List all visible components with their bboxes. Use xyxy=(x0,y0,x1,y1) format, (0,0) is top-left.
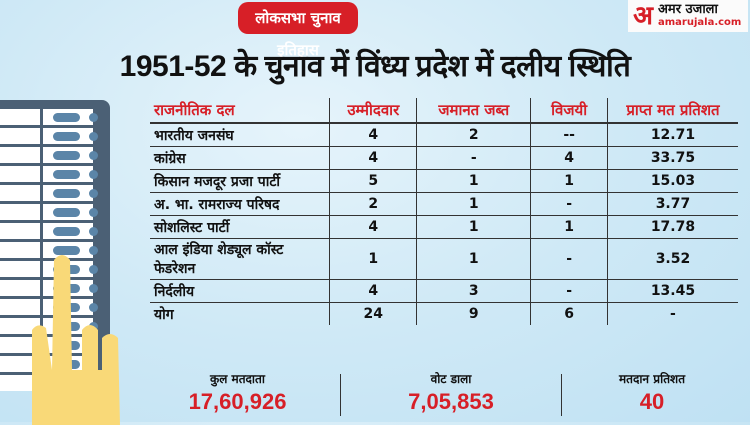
value-cell: - xyxy=(416,146,531,170)
col-candidates: उम्मीदवार xyxy=(329,98,417,124)
party-name-cell: सोशलिस्ट पार्टी xyxy=(150,215,330,239)
value-cell: 9 xyxy=(416,302,531,325)
value-cell: 4 xyxy=(329,279,417,303)
value-cell: 3 xyxy=(416,279,531,303)
table-row: भारतीय जनसंघ 4 2 -- 12.71 xyxy=(150,123,738,147)
party-name-cell: अ. भा. रामराज्य परिषद xyxy=(150,192,330,216)
summary-votes-cast: वोट डाला 7,05,853 xyxy=(408,372,494,414)
value-cell: 3.52 xyxy=(606,238,738,280)
value-cell: - xyxy=(530,192,608,216)
value-cell: 1 xyxy=(416,192,531,216)
value-cell: 4 xyxy=(329,215,417,239)
amarujala-logo: अ अमर उजाला amarujala.com xyxy=(628,0,748,32)
party-name-cell: किसान मजदूर प्रजा पार्टी xyxy=(150,169,330,193)
value-cell: 2 xyxy=(416,123,531,147)
value-cell: - xyxy=(606,302,738,325)
value-cell: 5 xyxy=(329,169,417,193)
value-cell: 24 xyxy=(329,302,417,325)
logo-hindi: अमर उजाला xyxy=(658,2,718,17)
value-cell: 4 xyxy=(530,146,608,170)
summary-total-voters: कुल मतदाता 17,60,926 xyxy=(188,372,287,414)
value-cell: -- xyxy=(530,123,608,147)
table-row: कांग्रेस 4-4 33.75 xyxy=(150,146,738,170)
value-cell: 6 xyxy=(530,302,608,325)
section-banner: लोकसभा चुनाव इतिहास xyxy=(238,2,358,59)
party-name-cell: कांग्रेस xyxy=(150,146,330,170)
table-row: किसान मजदूर प्रजा पार्टी 5 1 1 15.03 xyxy=(150,169,738,193)
value-cell: 1 xyxy=(416,215,531,239)
value-cell: 17.78 xyxy=(606,215,738,239)
value-cell: 3.77 xyxy=(606,192,738,216)
value-cell: 1 xyxy=(416,169,531,193)
divider xyxy=(561,374,562,416)
party-name-cell: आल इंडिया शेड्यूल कॉस्ट फेडरेशन xyxy=(150,238,330,280)
table-row: योग 24 9 6- xyxy=(150,302,738,325)
divider xyxy=(340,374,341,416)
party-name-cell: निर्दलीय xyxy=(150,279,330,303)
col-deposit-forfeited: जमानत जब्त xyxy=(416,98,531,124)
value-cell: 1 xyxy=(530,169,608,193)
value-cell: 15.03 xyxy=(606,169,738,193)
logo-english: amarujala.com xyxy=(658,17,742,28)
pointing-hand-icon xyxy=(32,255,120,425)
party-name-cell: योग xyxy=(154,306,174,323)
col-winners: विजयी xyxy=(530,98,608,124)
table-row: निर्दलीय 4 3-13.45 xyxy=(150,279,738,303)
table-row: आल इंडिया शेड्यूल कॉस्ट फेडरेशन 1 1-3.52 xyxy=(150,238,738,280)
value-cell: 2 xyxy=(329,192,417,216)
value-cell: 12.71 xyxy=(606,123,738,147)
col-vote-percent: प्राप्त मत प्रतिशत xyxy=(606,98,738,124)
logo-mark: अ xyxy=(633,1,653,31)
value-cell: 13.45 xyxy=(606,279,738,303)
table-row: अ. भा. रामराज्य परिषद 2 1-3.77 xyxy=(150,192,738,216)
table-row: सोशलिस्ट पार्टी 4 1 1 17.78 xyxy=(150,215,738,239)
value-cell: 33.75 xyxy=(606,146,738,170)
turnout-summary: कुल मतदाता 17,60,926 वोट डाला 7,05,853 म… xyxy=(150,370,750,422)
value-cell: 1 xyxy=(329,238,417,280)
value-cell: - xyxy=(530,279,608,303)
party-name-cell: भारतीय जनसंघ xyxy=(150,123,330,147)
value-cell: 4 xyxy=(329,146,417,170)
table-header-row: राजनीतिक दल उम्मीदवार जमानत जब्त विजयी प… xyxy=(150,98,738,124)
value-cell: 1 xyxy=(416,238,531,280)
value-cell: 1 xyxy=(530,215,608,239)
page-title: 1951-52 के चुनाव में विंध्य प्रदेश में द… xyxy=(119,50,631,83)
party-results-table: राजनीतिक दल उम्मीदवार जमानत जब्त विजयी प… xyxy=(150,98,750,325)
value-cell: 4 xyxy=(329,123,417,147)
value-cell: - xyxy=(530,238,608,280)
summary-turnout-percent: मतदान प्रतिशत 40 xyxy=(618,372,686,414)
evm-machine-illustration xyxy=(0,100,110,391)
col-party: राजनीतिक दल xyxy=(150,98,330,124)
